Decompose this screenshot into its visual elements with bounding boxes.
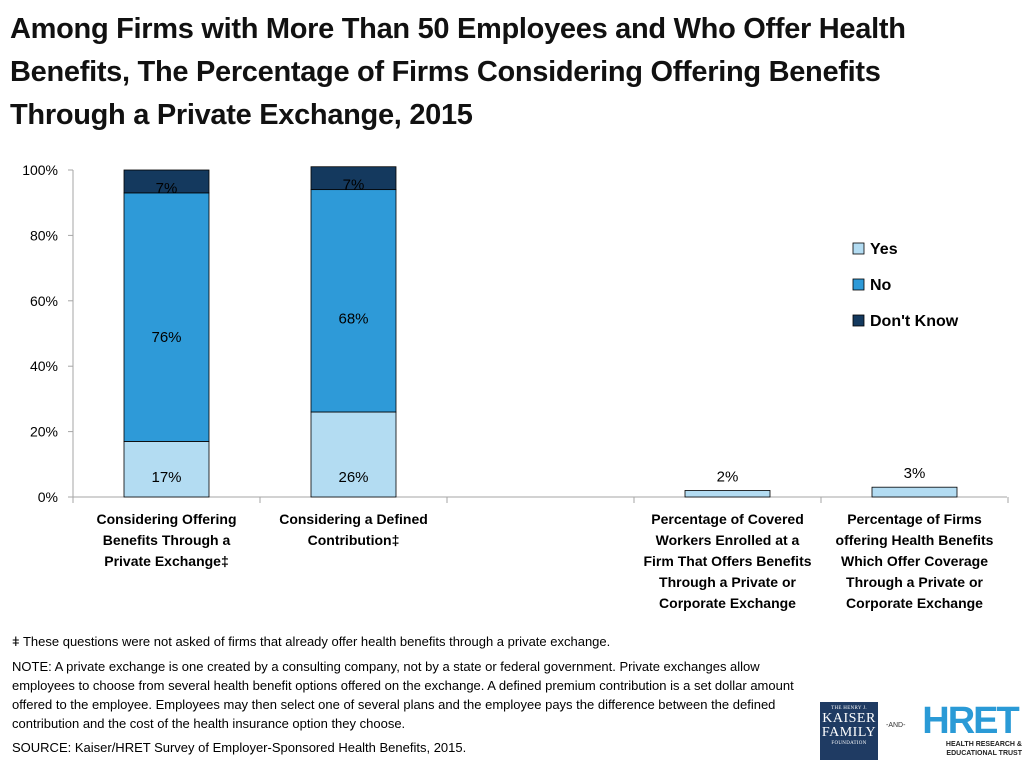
category-label: Percentage of Firms [847,511,982,527]
data-label: 26% [338,469,368,486]
legend-label: Yes [870,241,898,258]
data-label: 68% [338,311,368,328]
kff-logo: THE HENRY J. KAISER FAMILY FOUNDATION [820,702,878,760]
bar-yes-segment [123,441,210,498]
category-label: offering Health Benefits [836,532,994,548]
bar-don-t-know-segment [123,169,210,194]
footnote-source: SOURCE: Kaiser/HRET Survey of Employer-S… [12,740,467,755]
hret-logo-name: HRET [922,700,1019,742]
legend-label: Don't Know [870,313,959,330]
kff-logo-line3: FAMILY [821,725,877,740]
category-label: Firm That Offers Benefits [643,553,811,569]
bar-no-segment [310,189,397,413]
category-label: Private Exchange‡ [104,553,229,569]
bar-no-segment [123,192,210,442]
legend-swatch [852,242,865,255]
data-label: 7% [156,180,178,197]
category-label: Considering a Defined [279,511,428,527]
data-label: 2% [717,468,739,485]
category-label: Which Offer Coverage [841,553,988,569]
data-label: 76% [151,329,181,346]
bar-yes-segment [310,411,397,498]
category-label: Through a Private or [659,574,796,590]
bar-yes-segment [871,486,958,498]
category-label: Benefits Through a [103,532,231,548]
hret-logo: HRET HEALTH RESEARCH & EDUCATIONAL TRUST [918,702,1022,758]
logo-and-text: -AND- [886,722,906,729]
kff-logo-line4: FOUNDATION [831,741,867,746]
category-label: Workers Enrolled at a [656,532,800,548]
legend-swatch [852,278,865,291]
footnote-note: NOTE: A private exchange is one created … [12,659,794,731]
legend-swatch [852,314,865,327]
category-label: Considering Offering [97,511,237,527]
chart-title: Among Firms with More Than 50 Employees … [10,13,906,131]
y-tick-label: 0% [38,489,58,505]
hret-logo-line1: HEALTH RESEARCH & [945,741,1022,748]
bar-yes-segment [684,490,771,498]
y-tick-label: 100% [22,162,58,178]
kff-logo-line2: KAISER [822,711,876,726]
category-label: Percentage of Covered [651,511,804,527]
hret-logo-line2: EDUCATIONAL TRUST [946,750,1022,757]
category-label: Contribution‡ [308,532,400,548]
data-label: 7% [343,177,365,194]
data-label: 17% [151,469,181,486]
category-label: Corporate Exchange [846,595,983,611]
category-label: Corporate Exchange [659,595,796,611]
kff-logo-line1: THE HENRY J. [831,706,867,711]
stacked-bar-chart: 0% 20% 40% 60% 80% 100% 17% 76% 7% 26% 68% 7% 2% 3% Co… [22,162,1009,611]
footnote-dagger: ǂ These questions were not asked of firm… [12,634,611,649]
data-label: 3% [904,465,926,482]
bar-don-t-know-segment [310,166,397,191]
legend-label: No [870,277,892,294]
y-tick-label: 20% [30,424,58,440]
category-label: Through a Private or [846,574,983,590]
y-tick-label: 40% [30,358,58,374]
y-tick-label: 60% [30,293,58,309]
y-tick-label: 80% [30,227,58,243]
